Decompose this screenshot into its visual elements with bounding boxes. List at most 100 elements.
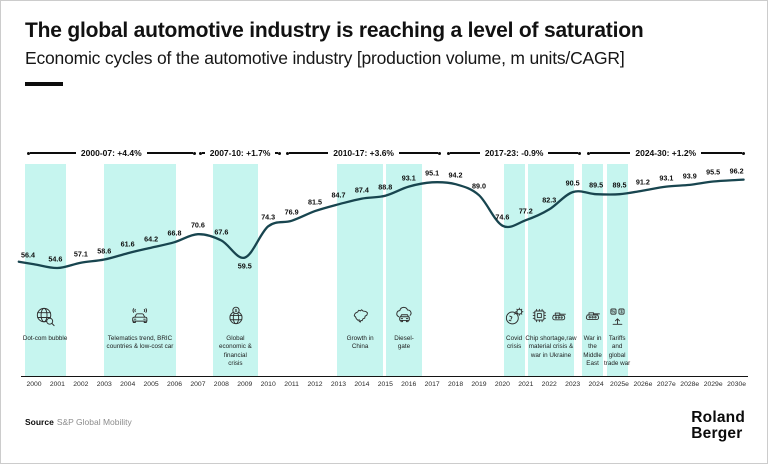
source-note: Source S&P Global Mobility xyxy=(25,417,132,427)
event-annotation: $ Global economic & financial crisis xyxy=(218,304,252,368)
value-label: 57.1 xyxy=(73,249,88,259)
trade-war-icon: % $ xyxy=(606,304,628,328)
value-label: 59.5 xyxy=(237,261,252,271)
value-label: 93.9 xyxy=(682,171,697,181)
x-axis-tick: 2011 xyxy=(284,381,299,388)
cagr-period: 2000-07: +4.4% xyxy=(26,148,196,158)
period-dot xyxy=(26,151,30,155)
value-label: 88.8 xyxy=(378,182,393,192)
title-underline xyxy=(25,82,63,86)
event-caption: Global economic & financial crisis xyxy=(218,335,252,367)
event-caption: Diesel-gate xyxy=(394,335,414,351)
value-label: 90.5 xyxy=(565,178,580,188)
period-dot xyxy=(741,151,745,155)
period-line xyxy=(398,152,439,154)
value-label: 96.2 xyxy=(729,166,744,176)
value-label: 91.2 xyxy=(635,177,650,187)
svg-text:$: $ xyxy=(620,308,623,313)
source-label: Source xyxy=(25,417,54,427)
event-annotation: Covid crisis xyxy=(501,304,528,352)
virus-icon xyxy=(503,304,526,328)
period-label: 2017-23: -0.9% xyxy=(484,148,544,158)
x-axis-tick: 2010 xyxy=(260,381,276,388)
event-annotation: % $ Tariffs and global trade war xyxy=(604,304,631,368)
value-label: 84.7 xyxy=(331,190,346,200)
period-line xyxy=(589,152,631,154)
dollar-globe-icon: $ xyxy=(224,304,247,328)
period-label: 2007-10: +1.7% xyxy=(209,148,271,158)
globe-search-icon xyxy=(34,304,57,328)
period-dot xyxy=(586,151,590,155)
value-label: 64.2 xyxy=(144,234,159,244)
cagr-period: 2007-10: +1.7% xyxy=(199,148,282,158)
period-line xyxy=(701,152,742,154)
value-label: 67.6 xyxy=(214,227,229,236)
chip-tank-icon xyxy=(531,304,571,328)
x-axis-tick: 2014 xyxy=(354,381,370,388)
x-axis-tick: 2025e xyxy=(610,381,629,388)
event-caption: Tariffs and global trade war xyxy=(604,335,631,367)
source-text: S&P Global Mobility xyxy=(56,417,132,427)
period-dot xyxy=(278,151,282,155)
svg-text:%: % xyxy=(611,308,615,313)
value-label: 54.6 xyxy=(48,254,63,264)
x-axis-tick: 2018 xyxy=(447,381,464,388)
value-label: 89.5 xyxy=(589,180,604,190)
event-annotation: Diesel-gate xyxy=(389,304,419,352)
period-label: 2010-17: +3.6% xyxy=(333,148,394,158)
value-label: 95.5 xyxy=(706,167,721,177)
value-label: 61.6 xyxy=(120,239,135,249)
period-line xyxy=(548,152,578,154)
cagr-period: 2017-23: -0.9% xyxy=(447,148,581,158)
period-line xyxy=(29,152,76,154)
period-dot xyxy=(285,151,289,155)
period-line xyxy=(146,152,193,154)
value-label: 74.3 xyxy=(261,212,276,222)
period-label: 2000-07: +4.4% xyxy=(80,148,142,158)
period-line xyxy=(202,152,205,154)
x-axis-tick: 2007 xyxy=(190,381,206,388)
period-line xyxy=(275,152,279,154)
period-label: 2024-30: +1.2% xyxy=(635,148,697,158)
x-axis-tick: 2027e xyxy=(656,381,676,388)
page-subtitle: Economic cycles of the automotive indust… xyxy=(25,48,625,68)
x-axis-tick: 2021 xyxy=(518,381,534,388)
value-label: 70.6 xyxy=(190,220,205,230)
event-caption: Covid crisis xyxy=(506,335,523,351)
x-axis-line xyxy=(21,375,748,378)
value-label: 81.5 xyxy=(308,197,323,207)
period-dot xyxy=(447,151,451,155)
value-label: 77.2 xyxy=(518,206,533,216)
value-label: 95.1 xyxy=(425,168,440,178)
event-band xyxy=(24,164,66,376)
car-exhaust-icon xyxy=(393,304,416,328)
china-map-icon xyxy=(349,304,372,328)
logo-line-2: Berger xyxy=(691,425,743,443)
x-axis-tick: 2020 xyxy=(494,381,510,388)
value-label: 74.6 xyxy=(495,212,510,222)
value-label: 93.1 xyxy=(659,173,674,183)
x-axis-tick: 2030e xyxy=(727,381,747,388)
value-label: 89.5 xyxy=(612,180,627,190)
value-label: 82.3 xyxy=(542,195,557,205)
event-caption: Chip shortage,raw material crisis & war … xyxy=(525,335,577,359)
period-line xyxy=(288,152,329,154)
value-label: 58.6 xyxy=(97,246,112,256)
logo-line-1: Roland xyxy=(691,409,745,426)
period-line xyxy=(450,152,480,154)
x-axis-tick: 2022 xyxy=(541,381,557,388)
value-label: 76.9 xyxy=(284,207,299,217)
x-axis-tick: 2029e xyxy=(703,381,723,388)
event-annotation: Chip shortage,raw material crisis & war … xyxy=(525,304,577,360)
event-annotation: Telematics trend, BRIC countries & low-c… xyxy=(101,304,178,352)
x-axis-tick: 2019 xyxy=(471,381,487,388)
x-axis-tick: 2015 xyxy=(377,381,393,388)
roland-berger-logo: Roland Berger xyxy=(691,409,745,443)
event-annotation: Dot-com bubble xyxy=(22,304,69,343)
page-title: The global automotive industry is reachi… xyxy=(25,19,644,42)
x-axis-tick: 2026e xyxy=(633,381,653,388)
event-caption: Telematics trend, BRIC countries & low-c… xyxy=(106,335,174,351)
x-axis-tick: 2012 xyxy=(307,381,323,388)
